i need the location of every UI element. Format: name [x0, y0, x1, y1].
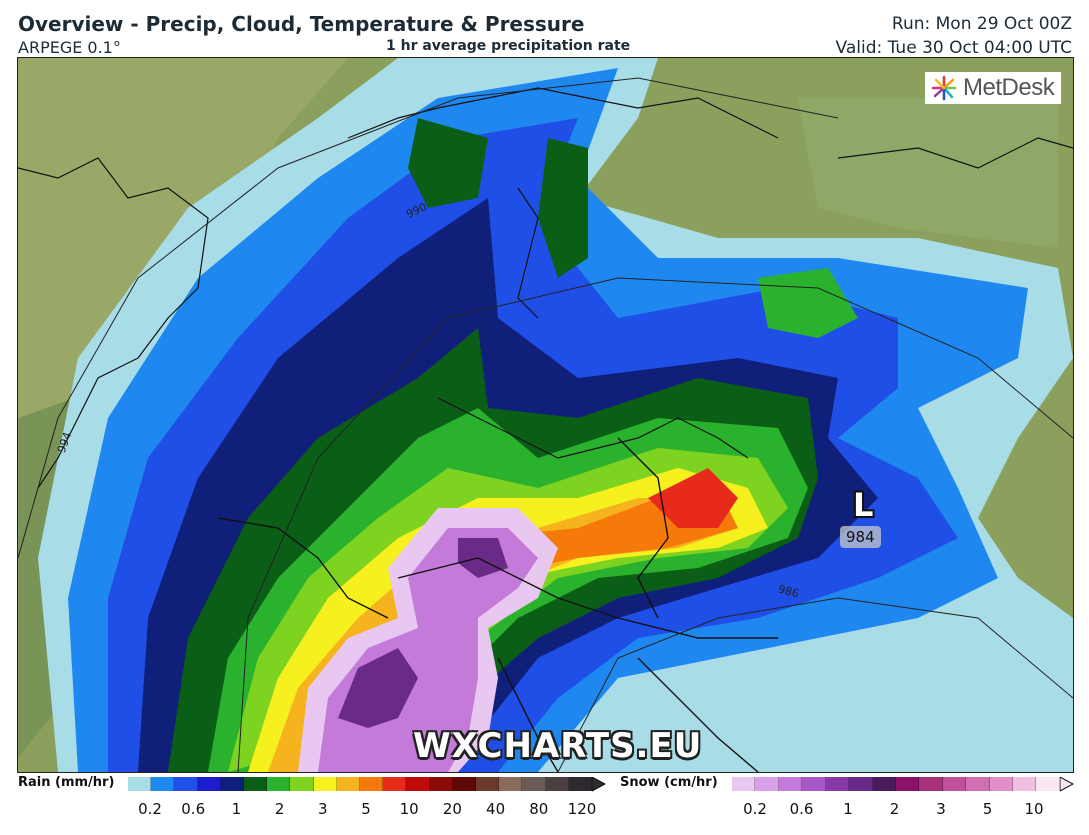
legend-swatch — [383, 777, 407, 791]
model-name: ARPEGE 0.1° — [18, 38, 121, 57]
weather-map[interactable]: MetDesk 990 994 986 L 984 WXCHARTS.EU — [17, 57, 1074, 773]
legend-swatch — [429, 777, 453, 791]
legend-tick-label: 10 — [1024, 800, 1044, 818]
legend-tick-label: 0.2 — [743, 800, 767, 818]
legend-tick-label: 0.6 — [789, 800, 814, 818]
legend-swatch — [499, 777, 523, 791]
valid-time: Valid: Tue 30 Oct 04:00 UTC — [835, 38, 1072, 58]
legend-swatch — [568, 777, 593, 791]
legend-swatch — [872, 777, 896, 791]
rain-color-bar — [128, 777, 593, 791]
legend-tick-label: 1 — [843, 800, 853, 818]
legend-swatch — [406, 777, 430, 791]
legend-swatch — [452, 777, 477, 791]
map-canvas — [18, 58, 1073, 772]
chart-subtitle: 1 hr average precipitation rate — [386, 38, 631, 54]
legend-tick-label: 3 — [936, 800, 946, 818]
legend-tick-label: 10 — [399, 800, 419, 818]
legend-swatch — [989, 777, 1014, 791]
legend-swatch — [290, 777, 314, 791]
legend-tick-label: 2 — [889, 800, 900, 818]
legend-swatch — [174, 777, 198, 791]
legend-swatch — [360, 777, 384, 791]
legend-swatch — [522, 777, 546, 791]
legend-tick-label: 40 — [486, 800, 506, 818]
rain-bar-arrow — [592, 777, 606, 792]
run-time: Run: Mon 29 Oct 00Z — [891, 14, 1072, 34]
snow-color-bar — [732, 777, 1060, 791]
legend-tick-label: 80 — [529, 800, 549, 818]
legend-swatch — [966, 777, 990, 791]
legend-swatch — [802, 777, 826, 791]
legend-tick-label: 5 — [361, 800, 371, 818]
legend-swatch — [755, 777, 779, 791]
legend-swatch — [849, 777, 873, 791]
legend-swatch — [1036, 777, 1060, 791]
chart-title: Overview - Precip, Cloud, Temperature & … — [18, 12, 585, 36]
rain-ticks: 0.2 0.6 1 2 3 5 10 20 40 80 120 — [128, 800, 598, 820]
legend-swatch — [220, 777, 245, 791]
snow-ticks: 0.2 0.6 1 2 3 5 10 — [732, 800, 1062, 820]
legend-swatch — [244, 777, 268, 791]
legend-tick-label: 1 — [231, 800, 242, 818]
legend-tick-label: 20 — [442, 800, 462, 818]
watermark: WXCHARTS.EU — [413, 726, 703, 766]
legend-swatch — [336, 777, 361, 791]
legend-tick-label: 2 — [274, 800, 285, 818]
legend-swatch — [197, 777, 221, 791]
legend-tick-label: 3 — [318, 800, 328, 818]
legend-swatch — [313, 777, 337, 791]
low-pressure-marker: L — [853, 486, 874, 524]
legend-tick-label: 0.2 — [138, 800, 162, 818]
snow-legend-label: Snow (cm/hr) — [620, 775, 718, 790]
legend-swatch — [151, 777, 175, 791]
legend-swatch — [895, 777, 920, 791]
legend-tick-label: 5 — [982, 800, 993, 818]
snow-bar-arrow — [1060, 777, 1074, 792]
legend-tick-label: 120 — [567, 800, 597, 818]
logo-text: MetDesk — [963, 74, 1055, 101]
low-pressure-value: 984 — [840, 526, 881, 548]
legend-swatch — [128, 777, 152, 791]
rain-legend-label: Rain (mm/hr) — [18, 775, 115, 790]
legend-swatch — [476, 777, 500, 791]
metdesk-logo: MetDesk — [925, 72, 1061, 104]
legend-swatch — [267, 777, 291, 791]
legend-swatch — [545, 777, 569, 791]
legend-tick-label: 0.6 — [181, 800, 206, 818]
legend-swatch — [825, 777, 850, 791]
legend-swatch — [942, 777, 967, 791]
metdesk-burst-icon — [931, 75, 957, 101]
legend-swatch — [732, 777, 756, 791]
legend-swatch — [1013, 777, 1037, 791]
legend-swatch — [919, 777, 943, 791]
legend-swatch — [778, 777, 803, 791]
